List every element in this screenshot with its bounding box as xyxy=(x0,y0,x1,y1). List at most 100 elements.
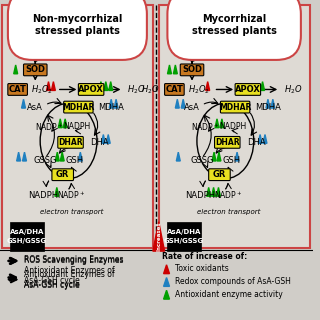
Text: DHAR: DHAR xyxy=(215,138,240,147)
Text: MDHA: MDHA xyxy=(255,103,281,112)
FancyBboxPatch shape xyxy=(8,84,28,95)
FancyBboxPatch shape xyxy=(52,169,74,180)
Polygon shape xyxy=(52,82,55,91)
Text: CAT: CAT xyxy=(9,85,27,94)
Polygon shape xyxy=(22,152,27,161)
Text: NADPH: NADPH xyxy=(185,191,215,200)
Polygon shape xyxy=(40,50,44,59)
Polygon shape xyxy=(176,152,180,161)
Text: DHA: DHA xyxy=(90,138,109,147)
Polygon shape xyxy=(217,152,221,161)
Text: MDHAR: MDHAR xyxy=(219,103,251,112)
Text: NADPH: NADPH xyxy=(28,191,58,200)
Polygon shape xyxy=(14,65,18,74)
Text: AsA-GSH cycle: AsA-GSH cycle xyxy=(25,281,80,290)
Text: $H_2O$: $H_2O$ xyxy=(141,83,160,96)
Polygon shape xyxy=(212,152,216,161)
Text: SOD: SOD xyxy=(182,65,202,74)
Polygon shape xyxy=(46,50,50,59)
Text: $H_2O_2$: $H_2O_2$ xyxy=(31,83,53,96)
Text: GSSG: GSSG xyxy=(33,156,57,164)
Text: Rate of increase of:: Rate of increase of: xyxy=(162,252,247,260)
Text: SOD: SOD xyxy=(25,65,45,74)
FancyBboxPatch shape xyxy=(64,101,93,113)
Text: Toxic oxidants: Toxic oxidants xyxy=(175,264,229,273)
Text: AsA: AsA xyxy=(27,103,43,112)
FancyBboxPatch shape xyxy=(180,64,204,76)
Polygon shape xyxy=(21,99,26,108)
Polygon shape xyxy=(200,50,204,59)
Polygon shape xyxy=(164,265,170,274)
Text: GR: GR xyxy=(213,170,226,179)
Polygon shape xyxy=(212,188,216,196)
Bar xyxy=(10,222,44,251)
FancyBboxPatch shape xyxy=(164,84,184,95)
Polygon shape xyxy=(175,99,179,108)
Polygon shape xyxy=(106,134,110,143)
Text: $H_2O_2$: $H_2O_2$ xyxy=(188,83,210,96)
Polygon shape xyxy=(266,99,270,108)
FancyBboxPatch shape xyxy=(209,169,230,180)
Polygon shape xyxy=(78,152,82,161)
Polygon shape xyxy=(17,152,20,161)
Text: $H_2O$: $H_2O$ xyxy=(127,83,146,96)
Text: $O_2^{\ -}$: $O_2^{\ -}$ xyxy=(27,52,44,65)
Polygon shape xyxy=(99,82,103,91)
FancyBboxPatch shape xyxy=(78,84,104,95)
Text: Antioxidant Enzymes of
AsA-GSH cycle: Antioxidant Enzymes of AsA-GSH cycle xyxy=(25,270,115,289)
Text: GSH: GSH xyxy=(222,156,240,164)
Polygon shape xyxy=(55,188,59,196)
Text: MDHA: MDHA xyxy=(98,103,124,112)
Polygon shape xyxy=(220,119,224,128)
Polygon shape xyxy=(235,152,239,161)
Polygon shape xyxy=(109,99,113,108)
FancyBboxPatch shape xyxy=(220,101,250,113)
Text: DHA: DHA xyxy=(247,138,266,147)
Polygon shape xyxy=(153,222,164,251)
Polygon shape xyxy=(207,188,211,196)
FancyBboxPatch shape xyxy=(235,84,260,95)
Polygon shape xyxy=(109,82,113,91)
Polygon shape xyxy=(55,152,59,161)
Polygon shape xyxy=(164,277,170,286)
Text: DHAR: DHAR xyxy=(58,138,83,147)
Bar xyxy=(159,5,309,248)
Polygon shape xyxy=(63,119,67,128)
Text: GSH/GSSG: GSH/GSSG xyxy=(7,238,47,244)
Text: electron transport: electron transport xyxy=(196,209,260,215)
Text: ROS Scavenging Enzymes: ROS Scavenging Enzymes xyxy=(25,256,124,265)
Text: AsA: AsA xyxy=(184,103,200,112)
Text: AsA/DHA: AsA/DHA xyxy=(10,228,44,235)
Text: APOX: APOX xyxy=(78,85,104,94)
Text: GR: GR xyxy=(56,170,69,179)
Polygon shape xyxy=(258,134,262,143)
Text: Antioxidant Enzymes of
AsA-GSH cycle: Antioxidant Enzymes of AsA-GSH cycle xyxy=(25,266,115,285)
Polygon shape xyxy=(181,99,185,108)
Polygon shape xyxy=(60,152,64,161)
Text: APOX: APOX xyxy=(235,85,261,94)
Polygon shape xyxy=(217,188,220,196)
Text: Antioxidant enzyme activity: Antioxidant enzyme activity xyxy=(175,290,283,299)
Text: NADP$^+$: NADP$^+$ xyxy=(191,121,220,132)
Text: ROS Scavenging Enzymes: ROS Scavenging Enzymes xyxy=(25,255,124,264)
Polygon shape xyxy=(271,99,275,108)
Text: Non-mycorrhizal
stressed plants: Non-mycorrhizal stressed plants xyxy=(32,14,123,36)
Polygon shape xyxy=(263,134,267,143)
Polygon shape xyxy=(173,65,177,74)
Text: NADPH: NADPH xyxy=(63,122,90,131)
Bar xyxy=(166,222,201,251)
Text: NADP$^+$: NADP$^+$ xyxy=(35,121,63,132)
Polygon shape xyxy=(114,99,118,108)
Polygon shape xyxy=(164,290,170,299)
Polygon shape xyxy=(58,119,62,128)
Text: MDHAR: MDHAR xyxy=(62,103,95,112)
Bar xyxy=(2,5,153,248)
Text: $O_2^{\ -}$: $O_2^{\ -}$ xyxy=(183,52,201,65)
Polygon shape xyxy=(260,82,265,91)
Text: GSH/GSSG: GSH/GSSG xyxy=(164,238,204,244)
Text: Mycorrhizal
stressed plants: Mycorrhizal stressed plants xyxy=(192,14,276,36)
Text: GSH: GSH xyxy=(65,156,84,164)
Text: NADPH: NADPH xyxy=(220,122,247,131)
FancyBboxPatch shape xyxy=(23,64,47,76)
Polygon shape xyxy=(104,82,108,91)
